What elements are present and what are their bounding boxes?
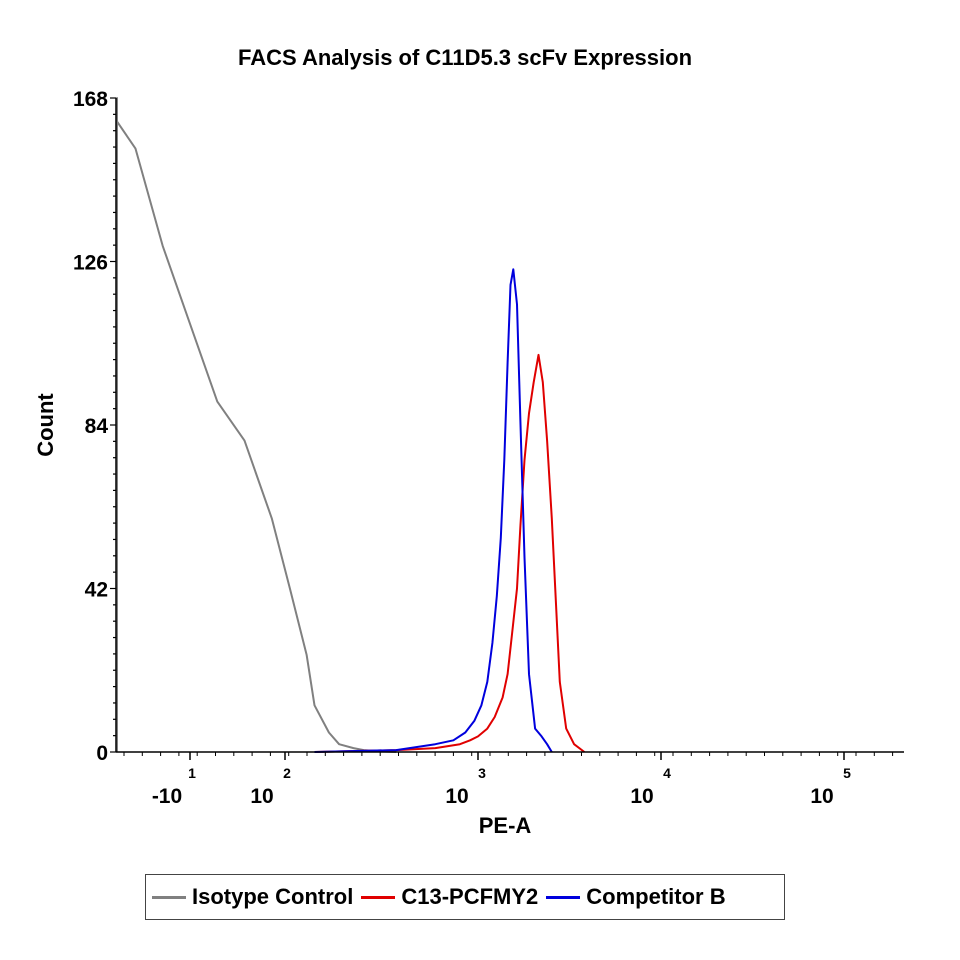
- x-tick-label-4: 10: [810, 785, 833, 808]
- y-tick-label-0: 0: [96, 742, 108, 765]
- x-tick-exponent-3: 4: [663, 765, 671, 781]
- series-line-0: [116, 97, 397, 753]
- y-tick-label-4: 168: [73, 88, 108, 111]
- x-ticks: -10 1 10 2 10 3 10 4 10 5: [123, 752, 894, 808]
- legend-item-c13-pcfmy2: C13-PCFMY2: [361, 884, 538, 910]
- legend-item-isotype-control: Isotype Control: [152, 884, 353, 910]
- y-ticks: 0 42 84 126 168: [73, 88, 116, 765]
- legend-item-competitor-b: Competitor B: [546, 884, 726, 910]
- legend-label-isotype: Isotype Control: [192, 884, 354, 909]
- legend-swatch-c13: [361, 895, 396, 899]
- series-line-2: [314, 268, 553, 753]
- legend: Isotype Control C13-PCFMY2 Competitor B: [145, 874, 785, 920]
- y-tick-label-1: 42: [85, 579, 108, 602]
- x-tick-exponent-2: 3: [478, 765, 486, 781]
- series-layer: [116, 97, 586, 753]
- x-tick-exponent-4: 5: [843, 765, 851, 781]
- x-tick-label-0: -10: [152, 785, 182, 808]
- y-axis-label: Count: [33, 393, 58, 457]
- y-tick-label-3: 126: [73, 252, 108, 275]
- legend-label-c13: C13-PCFMY2: [401, 884, 539, 909]
- x-tick-label-1: 10: [250, 785, 273, 808]
- x-axis-label: PE-A: [479, 813, 532, 838]
- legend-swatch-isotype: [152, 895, 186, 899]
- legend-label-competitor: Competitor B: [586, 884, 726, 909]
- x-tick-exponent-0: 1: [188, 765, 196, 781]
- x-tick-label-2: 10: [445, 785, 468, 808]
- series-line-1: [314, 353, 586, 753]
- x-tick-label-3: 10: [630, 785, 653, 808]
- legend-swatch-competitor: [546, 895, 581, 899]
- y-tick-label-2: 84: [85, 415, 109, 438]
- x-tick-exponent-1: 2: [283, 765, 291, 781]
- chart-title: FACS Analysis of C11D5.3 scFv Expression: [238, 45, 692, 70]
